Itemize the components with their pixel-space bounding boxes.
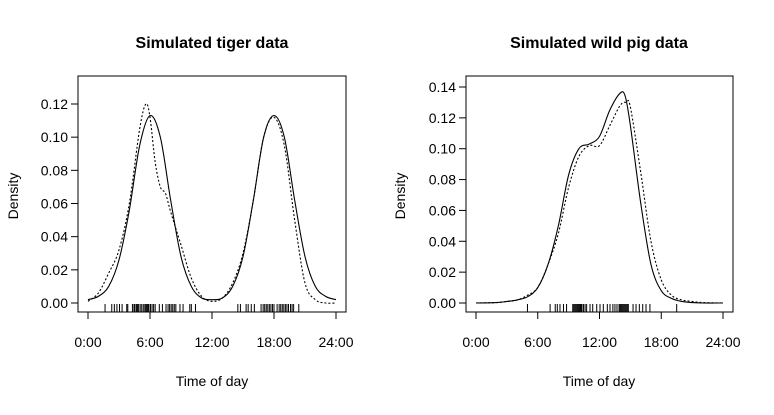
x-tick-label: 24:00 — [705, 334, 740, 350]
rug — [104, 304, 300, 312]
x-axis: 0:00 6:00 12:00 18:00 24:00 — [74, 311, 354, 350]
x-tick-label: 24:00 — [318, 334, 353, 350]
chart-title: Simulated wild pig data — [510, 35, 688, 52]
x-tick-label: 12:00 — [582, 334, 617, 350]
y-tick-label: 0.08 — [41, 162, 68, 178]
x-tick-label: 6:00 — [136, 334, 163, 350]
y-tick-label: 0.14 — [429, 79, 456, 95]
plot-frame — [465, 75, 734, 313]
y-tick-label: 0.00 — [429, 295, 456, 311]
x-axis: 0:00 6:00 12:00 18:00 24:00 — [462, 311, 741, 350]
y-tick-label: 0.00 — [41, 295, 68, 311]
y-tick-label: 0.12 — [429, 110, 456, 126]
x-tick-label: 12:00 — [194, 334, 229, 350]
y-axis: 0.00 0.02 0.04 0.06 0.08 0.10 0.12 — [41, 96, 79, 311]
y-axis-label: Density — [5, 173, 21, 220]
y-tick-label: 0.12 — [41, 96, 68, 112]
chart-title: Simulated tiger data — [136, 35, 289, 52]
y-tick-label: 0.10 — [429, 141, 456, 157]
x-axis-label: Time of day — [563, 373, 636, 389]
x-tick-label: 0:00 — [74, 334, 101, 350]
series-line-solid — [87, 115, 337, 301]
y-axis: 0.00 0.02 0.04 0.06 0.08 0.10 0.12 0.14 — [429, 79, 467, 311]
y-tick-label: 0.04 — [429, 233, 456, 249]
x-tick-label: 18:00 — [644, 334, 679, 350]
y-tick-label: 0.02 — [429, 264, 456, 280]
plot-frame — [77, 75, 347, 313]
rug — [526, 304, 678, 312]
x-axis-label: Time of day — [176, 373, 249, 389]
x-tick-label: 0:00 — [462, 334, 489, 350]
series-line-solid — [475, 91, 724, 304]
x-tick-label: 18:00 — [256, 334, 291, 350]
y-tick-label: 0.02 — [41, 262, 68, 278]
x-tick-label: 6:00 — [524, 334, 551, 350]
tiger-panel: Simulated tiger data Time of day Density… — [5, 35, 354, 389]
y-tick-label: 0.06 — [41, 196, 68, 212]
y-axis-label: Density — [392, 173, 408, 220]
y-tick-label: 0.04 — [41, 229, 68, 245]
y-tick-label: 0.06 — [429, 202, 456, 218]
y-tick-label: 0.10 — [41, 129, 68, 145]
series-line-dashed — [87, 103, 337, 304]
series-line-dashed — [475, 99, 724, 304]
wild-pig-panel: Simulated wild pig data Time of day Dens… — [392, 35, 741, 389]
y-tick-label: 0.08 — [429, 172, 456, 188]
